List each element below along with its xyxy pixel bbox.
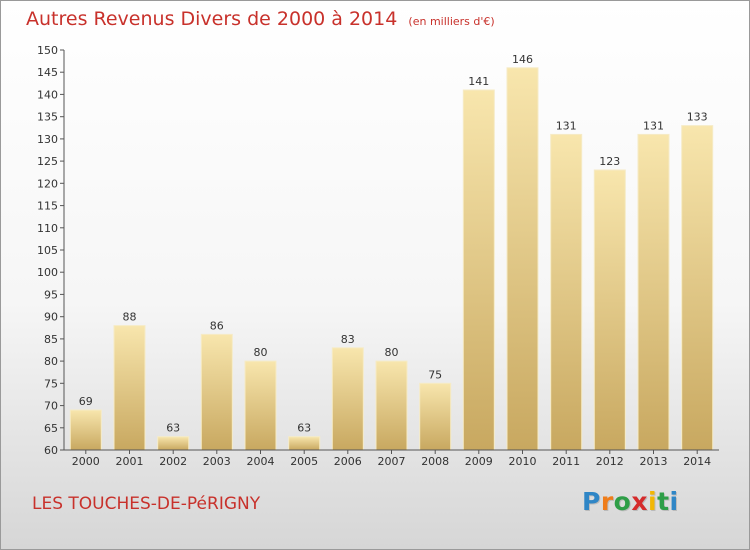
bar-value-label-2010: 146 xyxy=(512,53,533,66)
proxiti-logo[interactable]: Proxiti xyxy=(582,487,679,516)
bar-value-label-2005: 63 xyxy=(297,422,311,435)
bar-2010 xyxy=(506,67,539,451)
bar-value-label-2012: 123 xyxy=(599,155,620,168)
x-tick-label-2012: 2012 xyxy=(596,455,624,468)
x-tick-label-2009: 2009 xyxy=(465,455,493,468)
bar-2007 xyxy=(375,360,408,451)
x-tick-label-2001: 2001 xyxy=(116,455,144,468)
y-tick-label-150: 150 xyxy=(37,44,58,57)
logo-letter: i xyxy=(669,487,679,516)
y-tick-label-115: 115 xyxy=(37,200,58,213)
y-tick-label-110: 110 xyxy=(37,222,58,235)
x-tick-label-2004: 2004 xyxy=(247,455,275,468)
logo-letter: t xyxy=(657,487,670,516)
chart-title-line: Autres Revenus Divers de 2000 à 2014 (en… xyxy=(26,8,495,30)
y-tick-label-75: 75 xyxy=(44,377,58,390)
bar-value-label-2008: 75 xyxy=(428,368,442,381)
bar-2013 xyxy=(637,133,670,451)
x-tick-label-2007: 2007 xyxy=(378,455,406,468)
y-tick-label-95: 95 xyxy=(44,288,58,301)
y-tick-label-140: 140 xyxy=(37,88,58,101)
logo-letter: P xyxy=(582,487,601,516)
bar-value-label-2014: 133 xyxy=(687,111,708,124)
y-tick-label-60: 60 xyxy=(44,444,58,457)
logo-letter: o xyxy=(613,487,632,516)
x-tick-label-2014: 2014 xyxy=(683,455,711,468)
y-tick-label-120: 120 xyxy=(37,177,58,190)
bar-value-label-2003: 86 xyxy=(210,319,224,332)
bar-2014 xyxy=(681,125,714,451)
y-tick-label-105: 105 xyxy=(37,244,58,257)
y-tick-label-145: 145 xyxy=(37,66,58,79)
bar-2009 xyxy=(462,89,495,451)
bar-2011 xyxy=(550,133,583,451)
bar-value-label-2013: 131 xyxy=(643,119,664,132)
bar-2012 xyxy=(593,169,626,451)
chart-title: Autres Revenus Divers de 2000 à 2014 xyxy=(26,8,398,30)
bar-2001 xyxy=(113,325,146,451)
y-tick-label-130: 130 xyxy=(37,133,58,146)
place-name: LES TOUCHES-DE-PéRIGNY xyxy=(32,494,261,514)
bar-value-label-2000: 69 xyxy=(79,395,93,408)
y-tick-label-100: 100 xyxy=(37,266,58,279)
y-tick-label-90: 90 xyxy=(44,311,58,324)
bar-2008 xyxy=(419,382,452,451)
bar-2004 xyxy=(244,360,277,451)
bar-value-label-2006: 83 xyxy=(341,333,355,346)
y-tick-label-135: 135 xyxy=(37,111,58,124)
chart-subtitle: (en milliers d'€) xyxy=(408,15,495,28)
bar-2003 xyxy=(200,333,233,451)
y-tick-label-125: 125 xyxy=(37,155,58,168)
x-tick-label-2003: 2003 xyxy=(203,455,231,468)
bar-2000 xyxy=(69,409,102,451)
x-tick-label-2010: 2010 xyxy=(509,455,537,468)
bar-value-label-2001: 88 xyxy=(123,311,137,324)
x-tick-label-2011: 2011 xyxy=(552,455,580,468)
y-tick-label-65: 65 xyxy=(44,422,58,435)
y-tick-label-80: 80 xyxy=(44,355,58,368)
logo-letter: r xyxy=(600,487,614,516)
bar-2002 xyxy=(157,436,190,451)
bar-value-label-2002: 63 xyxy=(166,422,180,435)
x-tick-label-2013: 2013 xyxy=(640,455,668,468)
x-tick-label-2006: 2006 xyxy=(334,455,362,468)
bar-value-label-2007: 80 xyxy=(385,346,399,359)
bar-2006 xyxy=(331,347,364,451)
y-tick-label-85: 85 xyxy=(44,333,58,346)
logo-letter: x xyxy=(631,487,648,516)
x-tick-label-2008: 2008 xyxy=(421,455,449,468)
bar-value-label-2004: 80 xyxy=(254,346,268,359)
y-tick-label-70: 70 xyxy=(44,400,58,413)
logo-letter: i xyxy=(648,487,658,516)
bar-value-label-2011: 131 xyxy=(556,119,577,132)
x-tick-label-2002: 2002 xyxy=(159,455,187,468)
x-tick-label-2005: 2005 xyxy=(290,455,318,468)
x-tick-label-2000: 2000 xyxy=(72,455,100,468)
bar-2005 xyxy=(288,436,321,451)
bar-value-label-2009: 141 xyxy=(468,75,489,88)
